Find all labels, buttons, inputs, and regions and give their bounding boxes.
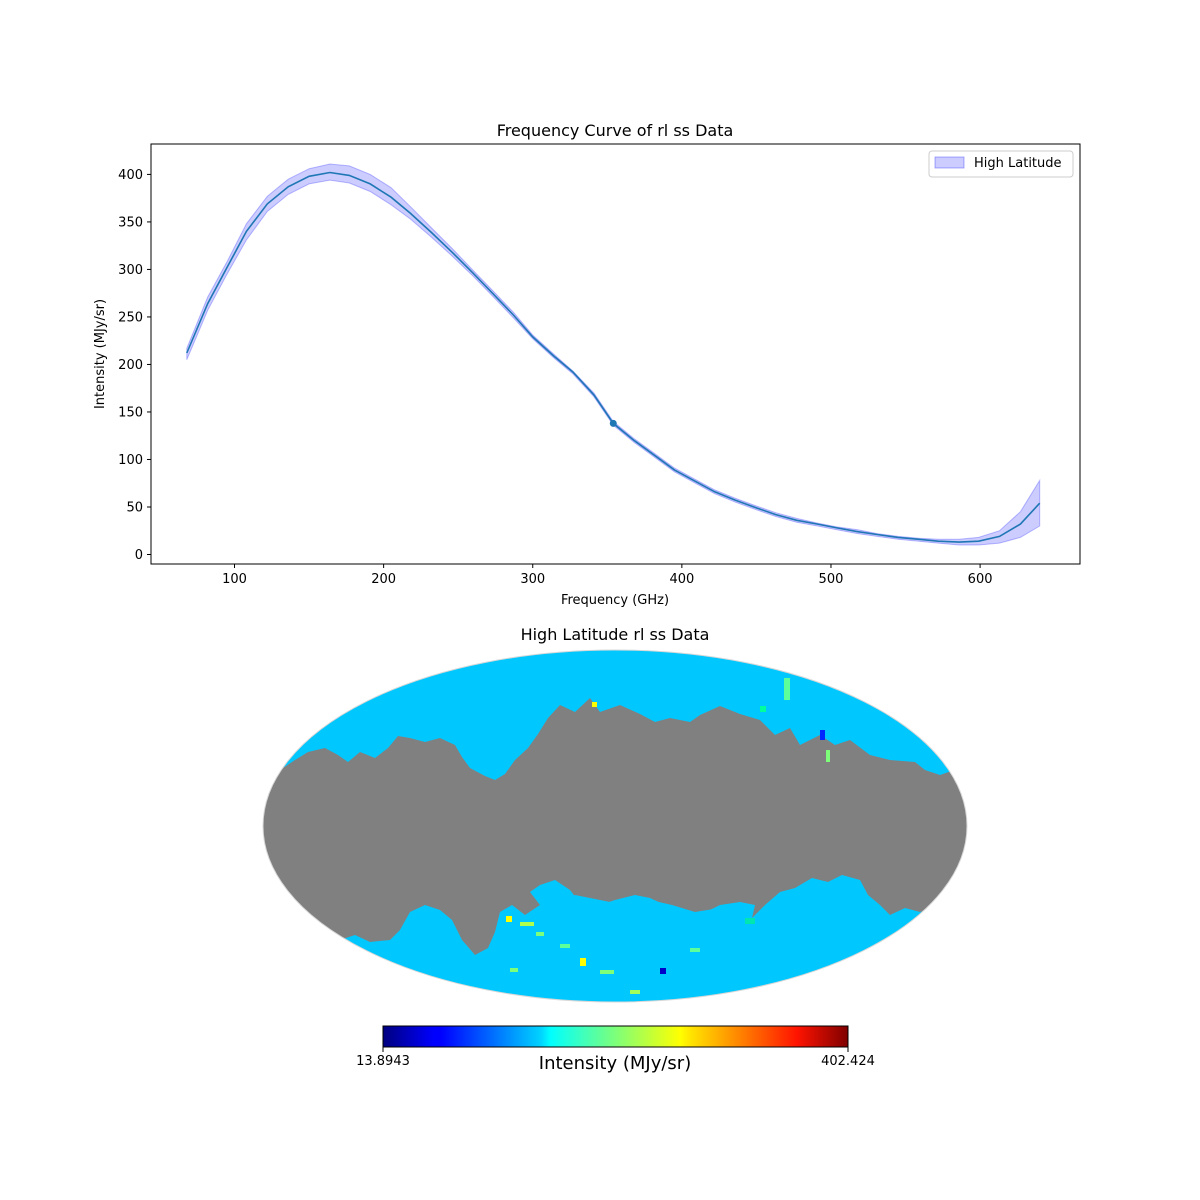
frequency-chart: Frequency Curve of rl ss Data 100 200 300 4… — [93, 121, 1081, 608]
x-tick-label: 100 — [222, 572, 247, 587]
sky-map: High Latitude rl ss Data — [262, 625, 968, 1074]
x-tick-label: 200 — [371, 572, 396, 587]
x-axis-label: Frequency (GHz) — [561, 593, 669, 608]
colorbar-title: Intensity (MJy/sr) — [539, 1053, 691, 1074]
y-axis: 0 50 100 150 200 250 300 350 400 — [118, 168, 151, 563]
y-tick-label: 300 — [118, 263, 143, 278]
highlight-point — [609, 419, 617, 427]
map-projection — [263, 650, 967, 1002]
x-tick-label: 500 — [819, 572, 844, 587]
legend-frame — [928, 150, 1074, 178]
colorbar-min-label: 13.8943 — [356, 1054, 410, 1069]
y-tick-label: 150 — [118, 405, 143, 420]
legend-swatch — [934, 156, 965, 169]
colorbar-max-label: 402.424 — [821, 1054, 875, 1069]
series-line-mean — [186, 171, 1041, 543]
y-tick-label: 100 — [118, 453, 143, 468]
plot-frame — [150, 143, 1081, 565]
y-tick-label: 250 — [118, 310, 143, 325]
map-title: High Latitude rl ss Data — [521, 625, 710, 644]
chart-title: Frequency Curve of rl ss Data — [497, 121, 734, 140]
map-speckles — [506, 678, 830, 994]
y-tick-label: 50 — [126, 500, 143, 515]
map-outline — [262, 649, 968, 1003]
series-band-high-latitude — [186, 163, 1041, 546]
y-tick-label: 400 — [118, 168, 143, 183]
plot-area — [186, 163, 1041, 546]
colorbar-gradient — [382, 1025, 849, 1048]
y-tick-label: 350 — [118, 215, 143, 230]
y-tick-label: 200 — [118, 358, 143, 373]
legend-label: High Latitude — [974, 156, 1062, 171]
y-tick-label: 0 — [135, 548, 143, 563]
x-tick-label: 400 — [669, 572, 694, 587]
south-inner-patch — [555, 895, 738, 958]
x-axis: 100 200 300 400 500 600 — [222, 564, 993, 587]
x-tick-label: 600 — [968, 572, 993, 587]
y-axis-label: Intensity (MJy/sr) — [93, 299, 108, 409]
legend: High Latitude — [928, 150, 1074, 178]
colorbar: 13.8943 402.424 Intensity (MJy/sr) — [356, 1025, 875, 1074]
x-tick-label: 300 — [520, 572, 545, 587]
